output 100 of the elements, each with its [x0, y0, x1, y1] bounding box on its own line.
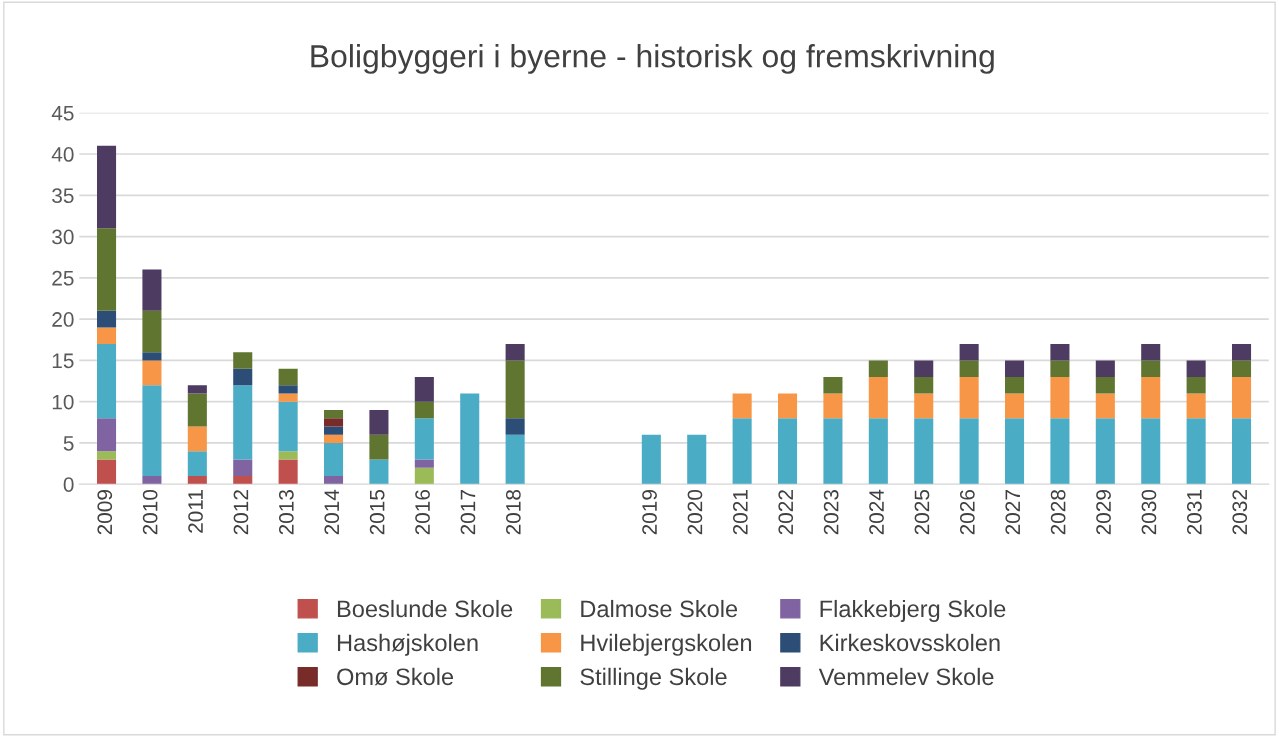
- bar: [369, 409, 389, 435]
- x-tick-label: 2017: [460, 490, 476, 535]
- y-tick-label: 30: [52, 229, 74, 245]
- bar: [1186, 360, 1206, 377]
- bar: [1231, 343, 1252, 361]
- bar: [1186, 418, 1206, 485]
- bar: [324, 475, 344, 485]
- y-tick-label: 25: [52, 270, 74, 286]
- bar: [1005, 360, 1025, 377]
- bar: [1050, 360, 1070, 377]
- bar: [1005, 393, 1025, 419]
- y-tick-label: 35: [52, 188, 74, 204]
- x-tick-label: 2019: [642, 490, 657, 535]
- bar: [233, 352, 253, 369]
- bar: [505, 418, 525, 435]
- legend-label: Hashøjskolen: [337, 633, 478, 656]
- bar: [505, 434, 525, 485]
- bar: [1095, 376, 1115, 394]
- bar: [460, 393, 480, 485]
- x-tick-label: 2032: [1232, 490, 1248, 535]
- bar: [414, 376, 434, 402]
- x-tick-label: 2015: [369, 489, 385, 535]
- x-tick-label: 2010: [142, 489, 158, 535]
- bar: [505, 360, 525, 419]
- bar: [1141, 360, 1161, 377]
- bar: [1095, 393, 1115, 419]
- bar: [414, 459, 434, 468]
- bar: [97, 228, 117, 311]
- bar: [1141, 343, 1161, 361]
- bar: [187, 426, 207, 452]
- bar: [823, 393, 843, 419]
- legend-label: Stillinge Skole: [580, 667, 727, 690]
- bar: [1095, 360, 1115, 377]
- bar: [914, 360, 934, 377]
- bar: [233, 475, 253, 485]
- legend-label: Vemmelev Skole: [818, 667, 994, 686]
- bar: [187, 475, 207, 485]
- bar: [1050, 343, 1070, 361]
- bar: [505, 343, 525, 361]
- bar: [778, 393, 798, 419]
- bar: [823, 376, 843, 394]
- bar: [959, 376, 979, 419]
- legend-label: Omø Skole: [337, 667, 454, 686]
- x-tick-label: 2029: [1096, 490, 1111, 535]
- bar: [187, 385, 207, 394]
- bar: [1231, 418, 1252, 485]
- bar: [187, 451, 207, 476]
- bar: [1141, 376, 1161, 419]
- x-tick-label: 2025: [914, 489, 930, 535]
- bar: [1095, 418, 1115, 485]
- bar: [142, 269, 162, 311]
- bar: [868, 376, 888, 419]
- bar: [142, 360, 162, 386]
- bar: [97, 451, 117, 460]
- bar: [324, 418, 344, 427]
- bar: [278, 368, 298, 386]
- bar: [414, 467, 434, 485]
- x-tick-label: 2030: [1141, 489, 1157, 535]
- bar: [97, 343, 117, 419]
- x-tick-label: 2024: [869, 489, 884, 535]
- x-tick-label: 2018: [505, 489, 521, 535]
- bar: [1141, 418, 1161, 485]
- bar: [1231, 376, 1252, 419]
- bar: [278, 459, 298, 485]
- bar: [324, 442, 344, 476]
- x-tick-label: 2012: [233, 490, 249, 535]
- bar: [414, 401, 434, 419]
- bar: [914, 393, 934, 419]
- bar: [97, 145, 117, 229]
- legend-label: Kirkeskovsskolen: [820, 633, 1000, 652]
- bar: [278, 393, 298, 402]
- y-tick-label: 20: [52, 312, 74, 327]
- bar: [823, 418, 843, 485]
- bar: [641, 434, 661, 485]
- x-tick-label: 2027: [1005, 490, 1021, 535]
- bar: [1005, 418, 1025, 485]
- bar: [959, 418, 979, 485]
- bar: [278, 451, 298, 460]
- x-tick-label: 2031: [1186, 490, 1202, 535]
- y-tick-label: 45: [51, 105, 74, 121]
- bar: [233, 385, 253, 460]
- bar: [959, 343, 979, 361]
- bar: [97, 459, 117, 485]
- bar: [142, 475, 162, 485]
- bar: [369, 459, 389, 485]
- bar: [142, 385, 162, 476]
- x-tick-label: 2026: [959, 489, 975, 535]
- bar: [868, 360, 888, 377]
- x-tick-label: 2013: [278, 489, 294, 535]
- bar: [233, 459, 253, 476]
- legend-label: Flakkebjerg Skole: [820, 599, 1006, 622]
- legend-label: Dalmose Skole: [581, 599, 738, 618]
- bar: [278, 385, 298, 394]
- bar: [324, 426, 344, 435]
- bar: [732, 418, 752, 485]
- bar: [914, 418, 934, 485]
- bar: [959, 360, 979, 377]
- bar: [142, 310, 162, 353]
- x-tick-label: 2021: [732, 490, 748, 535]
- bar: [1050, 418, 1070, 485]
